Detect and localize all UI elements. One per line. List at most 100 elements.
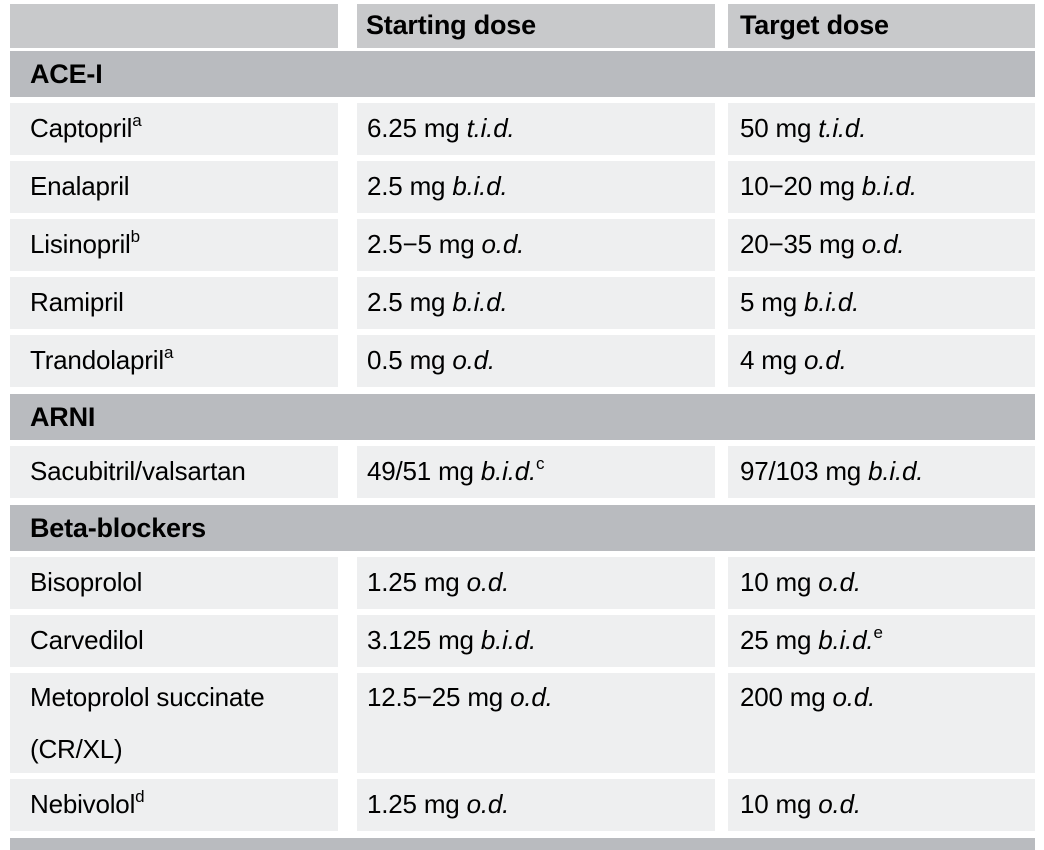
column-gap [715,779,728,831]
target-dose-value: 25 mg [740,625,812,656]
dose-frequency: o.d. [466,567,510,598]
drug-superscript: b [130,227,140,247]
section-header: ARNI [10,394,1035,440]
dose-frequency: o.d. [466,789,510,820]
table-row: Captoprila 6.25 mg t.i.d. 50 mg t.i.d. [10,103,1035,155]
table-row: Ramipril 2.5 mg b.i.d. 5 mg b.i.d. [10,277,1035,329]
column-gap [715,219,728,271]
starting-dose-cell: 1.25 mg o.d. [357,557,715,609]
column-gap [338,161,357,213]
starting-dose-cell: 49/51 mg b.i.d.c [357,446,715,498]
target-dose-cell: 200 mg o.d. [728,673,1035,773]
table-row: Lisinoprilb 2.5−5 mg o.d. 20−35 mg o.d. [10,219,1035,271]
drug-name: Captopril [30,113,133,144]
drug-name-cell: Captoprila [10,103,338,155]
dose-frequency: o.d. [804,345,847,376]
drug-name-line2: (CR/XL) [30,733,123,764]
dose-frequency: b.i.d. [452,171,508,202]
column-gap [338,557,357,609]
column-gap [338,335,357,387]
starting-dose-value: 6.25 mg [367,113,460,144]
target-dose-value: 200 mg [740,682,826,712]
target-dose-cell: 50 mg t.i.d. [728,103,1035,155]
section-header: ACE-I [10,51,1035,97]
table-row: Enalapril 2.5 mg b.i.d. 10−20 mg b.i.d. [10,161,1035,213]
column-gap [338,219,357,271]
table-row: Carvedilol 3.125 mg b.i.d. 25 mg b.i.d.e [10,615,1035,667]
drug-name-cell: Enalapril [10,161,338,213]
starting-dose-value: 1.25 mg [367,567,460,598]
starting-dose-value: 2.5 mg [367,287,446,318]
target-dose-cell: 10 mg o.d. [728,779,1035,831]
dose-superscript: c [536,454,545,474]
table-row: Metoprolol succinate (CR/XL) 12.5−25 mg o… [10,673,1035,773]
table-header-row: Starting dose Target dose [10,4,1035,48]
dose-frequency: b.i.d. [452,287,508,318]
table-row: Nebivolold 1.25 mg o.d. 10 mg o.d. [10,779,1035,831]
dose-frequency: o.d. [818,789,861,820]
dose-frequency: t.i.d. [466,113,515,144]
next-section-band-partial [10,838,1035,850]
column-gap [338,673,357,773]
drug-name: Carvedilol [30,625,144,656]
dose-frequency: o.d. [818,567,861,598]
section-label: ARNI [30,401,96,432]
starting-dose-cell: 12.5−25 mg o.d. [357,673,715,773]
column-gap [715,673,728,773]
starting-dose-value: 2.5 mg [367,171,446,202]
drug-name: Enalapril [30,171,130,202]
drug-name-cell: Trandolaprila [10,335,338,387]
starting-dose-value: 12.5−25 mg [367,682,504,712]
dose-frequency: b.i.d. [480,625,536,656]
column-header-target-dose: Target dose [728,4,1035,48]
starting-dose-cell: 2.5−5 mg o.d. [357,219,715,271]
starting-dose-cell: 6.25 mg t.i.d. [357,103,715,155]
column-gap [715,277,728,329]
target-dose-cell: 97/103 mg b.i.d. [728,446,1035,498]
target-dose-value: 10 mg [740,567,812,598]
drug-name-cell: Carvedilol [10,615,338,667]
column-gap [338,103,357,155]
dose-frequency: o.d. [481,229,525,260]
column-header-empty [10,4,338,48]
target-dose-value: 5 mg [740,287,798,318]
drug-name-cell: Nebivolold [10,779,338,831]
drug-name-cell: Bisoprolol [10,557,338,609]
drug-superscript: a [163,343,174,363]
column-gap [715,557,728,609]
table-body: ACE-I Captoprila 6.25 mg t.i.d. 50 mg t.i.… [10,51,1035,831]
dose-frequency: b.i.d. [861,171,917,202]
drug-name-cell: Sacubitril/valsartan [10,446,338,498]
column-gap [338,446,357,498]
starting-dose-cell: 3.125 mg b.i.d. [357,615,715,667]
starting-dose-value: 0.5 mg [367,345,446,376]
starting-dose-value: 1.25 mg [367,789,460,820]
target-dose-cell: 20−35 mg o.d. [728,219,1035,271]
drug-name: Metoprolol succinate [30,682,265,712]
target-dose-cell: 25 mg b.i.d.e [728,615,1035,667]
table-row: Bisoprolol 1.25 mg o.d. 10 mg o.d. [10,557,1035,609]
drug-name: Nebivolol [30,789,136,820]
dose-frequency: o.d. [452,345,495,376]
drug-name-cell: Ramipril [10,277,338,329]
drug-superscript: a [132,111,142,131]
column-gap [338,779,357,831]
column-gap [715,446,728,498]
starting-dose-cell: 1.25 mg o.d. [357,779,715,831]
section-label: ACE-I [30,58,103,89]
starting-dose-value: 3.125 mg [367,625,474,656]
column-gap [715,103,728,155]
dose-frequency: b.i.d. [818,625,874,656]
section-header: Beta-blockers [10,505,1035,551]
target-dose-value: 97/103 mg [740,456,862,487]
dose-frequency: t.i.d. [818,113,867,144]
starting-dose-value: 49/51 mg [367,456,474,487]
drug-name: Ramipril [30,287,124,318]
dose-frequency: b.i.d. [804,287,860,318]
table-row: Trandolaprila 0.5 mg o.d. 4 mg o.d. [10,335,1035,387]
starting-dose-value: 2.5−5 mg [367,229,475,260]
target-dose-cell: 5 mg b.i.d. [728,277,1035,329]
starting-dose-cell: 2.5 mg b.i.d. [357,277,715,329]
column-gap [715,161,728,213]
